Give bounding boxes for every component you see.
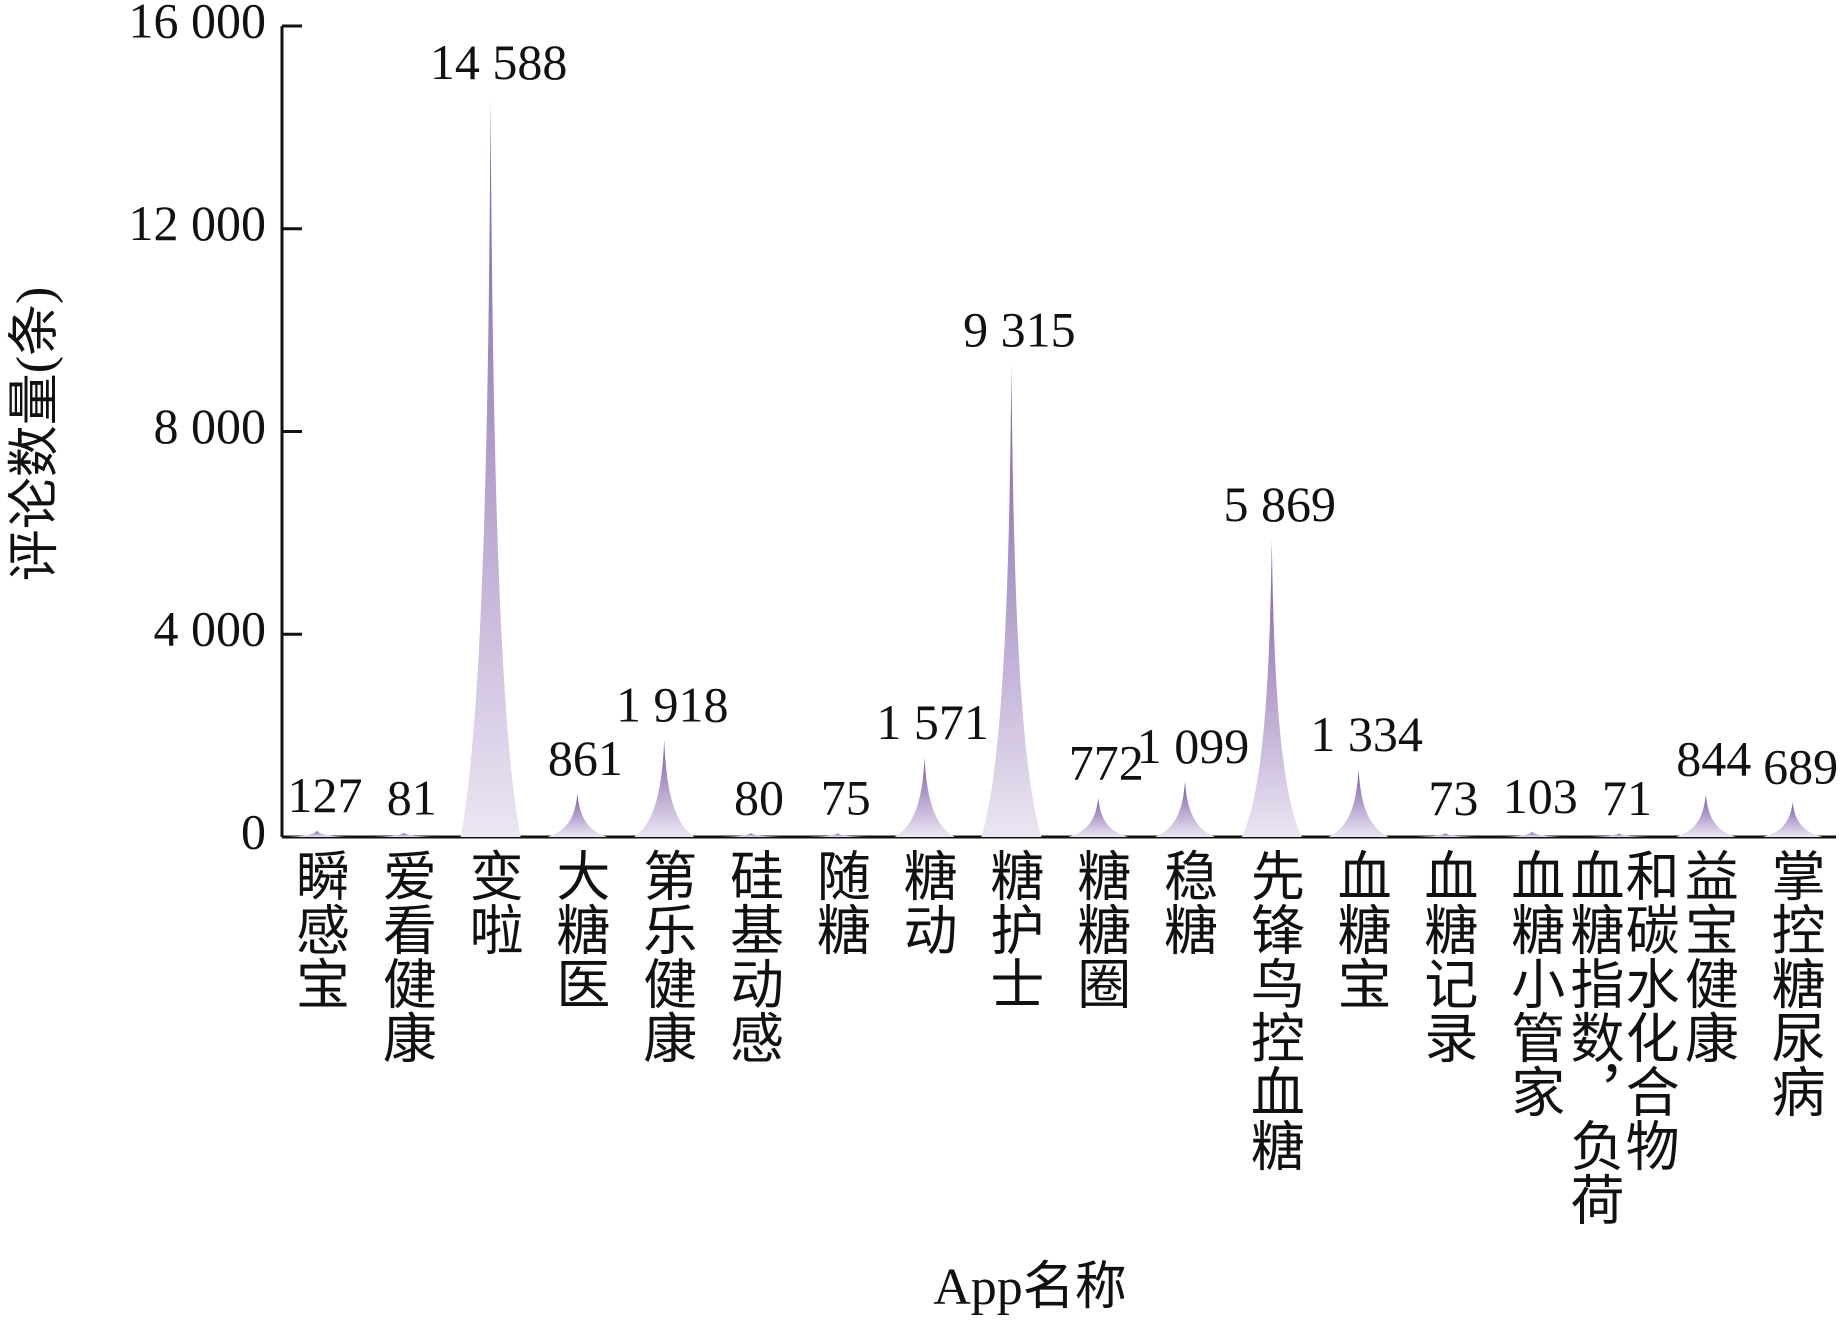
x-tick-label: 血糖记录 [1415,848,1476,1064]
x-tick-label: 第乐健康 [634,848,695,1064]
x-tick-label: 益宝健康 [1676,848,1737,1064]
value-label: 9 315 [963,301,1076,357]
y-axis-title: 评论数量(条) [7,287,64,582]
x-tick-label: 糖动 [895,848,956,956]
spike [721,832,781,837]
x-tick-label: 血糖指数，负荷和碳水化合物 [1562,848,1678,1226]
value-label: 861 [548,730,623,786]
x-tick-label: 糖糖圈 [1068,848,1129,1010]
x-tick-label: 血糖小管家 [1502,848,1563,1118]
y-tick-label: 8 000 [154,398,267,454]
spike [1241,539,1302,837]
x-tick-label: 掌控糖尿病 [1763,848,1824,1118]
x-tick-label: 先锋鸟控血糖 [1242,848,1303,1172]
spike [460,97,521,838]
spike [807,833,868,837]
x-tick-label: 爱看健康 [374,848,435,1064]
x-tick-label: 大糖医 [547,848,608,1010]
spike [894,757,955,837]
spike [1328,769,1389,837]
x-tick-label: 硅基动感 [721,848,782,1064]
value-label: 772 [1069,734,1144,790]
x-tick-label: 糖护士 [981,848,1042,1010]
value-label: 127 [288,767,363,823]
y-tick-label: 12 000 [129,195,267,251]
spike [1502,831,1563,837]
value-label: 71 [1602,770,1652,826]
value-label: 103 [1503,768,1578,824]
spike [1589,833,1649,837]
x-tick-label: 瞬感宝 [287,848,348,1010]
value-label: 73 [1428,770,1478,826]
value-label: 689 [1763,739,1838,795]
spike [1675,794,1736,837]
value-label: 5 869 [1224,476,1337,532]
spike [1415,833,1476,837]
value-label: 1 334 [1310,706,1423,762]
value-label: 80 [734,769,784,825]
spike [1155,781,1215,837]
spike [1762,802,1823,837]
y-tick-label: 4 000 [154,601,267,657]
spike [981,364,1042,837]
value-label: 844 [1676,731,1751,787]
y-tick-label: 16 000 [129,0,267,48]
value-label: 81 [387,769,437,825]
x-tick-label: 血糖宝 [1329,848,1390,1010]
spike [1068,797,1129,837]
value-label: 1 918 [616,676,729,732]
value-label: 14 588 [430,34,568,90]
spike [634,739,695,837]
value-label: 1 571 [876,694,989,750]
spike [373,832,434,837]
value-label: 75 [821,770,871,826]
y-tick-label: 0 [241,803,266,859]
spike [287,830,347,837]
x-tick-label: 稳糖 [1155,848,1216,956]
value-label: 1 099 [1137,718,1250,774]
x-tick-label: 变啦 [461,848,522,956]
x-axis-title: App名称 [933,1259,1127,1316]
spike [547,793,608,837]
x-tick-label: 随糖 [808,848,869,956]
